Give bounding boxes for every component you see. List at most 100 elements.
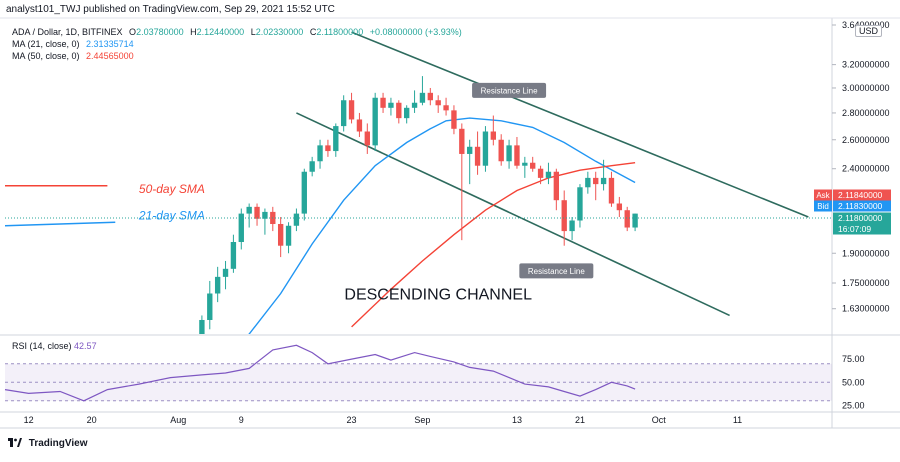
candle-body xyxy=(356,119,363,132)
descending-channel-label: DESCENDING CHANNEL xyxy=(344,287,532,304)
candle-body xyxy=(632,213,638,228)
price-tick-label: 1.75000000 xyxy=(842,278,890,288)
time-tick-label: 20 xyxy=(87,415,97,425)
close-label: C xyxy=(309,27,317,37)
high-value: 2.12440000 xyxy=(196,27,245,37)
low-label: L xyxy=(250,27,256,37)
candle-body xyxy=(380,97,386,108)
price-tag-bg xyxy=(833,189,891,201)
change-value: +0.08000000 (+3.93%) xyxy=(369,27,462,37)
ma21-row: MA (21, close, 0) 2.31335714 xyxy=(12,38,462,50)
low-value: 2.02330000 xyxy=(255,27,304,37)
candle-body xyxy=(514,145,520,166)
callout-box xyxy=(472,82,547,98)
open-value: 2.03780000 xyxy=(136,27,184,37)
manual-line-21sma xyxy=(5,221,116,227)
ma21-line xyxy=(248,117,636,334)
ohlc-row: ADA / Dollar, 1D, BITFINEX O2.03780000 H… xyxy=(12,26,462,38)
candle-body xyxy=(593,177,599,185)
candle-body xyxy=(230,242,237,269)
candle-body xyxy=(498,139,504,162)
candle-body xyxy=(333,126,339,152)
candle-body xyxy=(467,146,473,154)
candle-body xyxy=(545,171,552,178)
tradingview-logo-icon xyxy=(8,438,22,447)
time-tick-label: Sep xyxy=(414,415,430,425)
candle-body xyxy=(577,187,583,221)
price-tick-label: 2.40000000 xyxy=(842,164,890,174)
price-tick-label: 3.00000000 xyxy=(842,83,890,93)
time-tick-label: 11 xyxy=(733,415,742,425)
candle-body xyxy=(246,206,252,214)
open-label: O xyxy=(129,27,137,37)
high-label: H xyxy=(190,27,197,37)
candle-body xyxy=(325,145,331,152)
rsi-tick-label: 50.00 xyxy=(842,377,865,387)
time-tick-label: Oct xyxy=(652,415,667,425)
candle-body xyxy=(285,225,292,246)
candle-body xyxy=(522,162,528,166)
price-tick-label: 1.63000000 xyxy=(842,304,890,314)
candle-body xyxy=(616,203,623,211)
rsi-tick-label: 75.00 xyxy=(842,354,865,364)
candle-body xyxy=(364,131,370,146)
candle-body xyxy=(600,177,607,185)
rsi-tick-label: 25.00 xyxy=(842,400,865,410)
candle-body xyxy=(404,107,410,119)
time-tick-label: 9 xyxy=(239,415,244,425)
ma21-value: 2.31335714 xyxy=(86,39,134,49)
callout-resistance-line: Resistance Line xyxy=(528,267,585,276)
channel-line-1 xyxy=(351,31,809,218)
candle-body xyxy=(530,162,536,169)
ma50-value: 2.44565000 xyxy=(86,51,134,61)
candle-body xyxy=(238,213,244,243)
last-price-tag-bg xyxy=(833,212,891,235)
close-value: 2.11800000 xyxy=(316,27,364,37)
label-50-day-sma: 50-day SMA xyxy=(139,182,205,196)
price-tag-label-bg xyxy=(814,189,832,201)
main-pane: Resistance Line Resistance Line 50-day SMA… xyxy=(5,31,809,334)
candle-body xyxy=(537,168,544,178)
candle-body xyxy=(490,131,497,140)
candle-body xyxy=(435,100,441,106)
price-tag-bid: 2.11830000 xyxy=(838,201,883,211)
candle-body xyxy=(553,171,560,201)
candle-body xyxy=(199,319,205,334)
price-tick-label: 1.90000000 xyxy=(842,248,890,258)
candle-body xyxy=(388,102,394,108)
candle-body xyxy=(419,92,426,103)
rsi-label: RSI (14, close) xyxy=(12,341,72,351)
candle-body xyxy=(348,100,355,120)
candle-body xyxy=(561,200,567,232)
candle-body xyxy=(585,177,591,188)
candle-body xyxy=(293,213,300,226)
ma50-row: MA (50, close, 0) 2.44565000 xyxy=(12,50,462,62)
ma21-label: MA (21, close, 0) xyxy=(12,39,80,49)
candle-body xyxy=(459,128,465,154)
candle-body xyxy=(474,146,481,166)
callout-resistance-line: Resistance Line xyxy=(481,86,538,95)
currency-badge[interactable]: USD xyxy=(855,25,883,37)
price-tick-label: 3.20000000 xyxy=(842,60,890,70)
price-tick-label: 2.60000000 xyxy=(842,135,890,145)
price-tag-bg xyxy=(833,200,891,212)
candle-body xyxy=(340,100,347,127)
rsi-line xyxy=(4,344,636,402)
footer-brand-text: TradingView xyxy=(28,438,88,449)
channel-line-2 xyxy=(296,112,730,317)
time-tick-label: 12 xyxy=(24,415,34,425)
candle-body xyxy=(451,110,457,129)
candle-body xyxy=(277,223,284,246)
symbol-label: ADA / Dollar, 1D, BITFINEX xyxy=(12,27,123,37)
candle-body xyxy=(214,276,221,294)
price-tag-ask: 2.11840000 xyxy=(838,190,883,200)
candle-body xyxy=(608,177,615,204)
ma50-line xyxy=(351,162,636,328)
candle-body xyxy=(372,97,378,146)
time-tick-label: Aug xyxy=(170,415,186,425)
candle-body xyxy=(317,145,323,162)
candle-body xyxy=(301,171,307,214)
candle-body xyxy=(427,92,433,101)
